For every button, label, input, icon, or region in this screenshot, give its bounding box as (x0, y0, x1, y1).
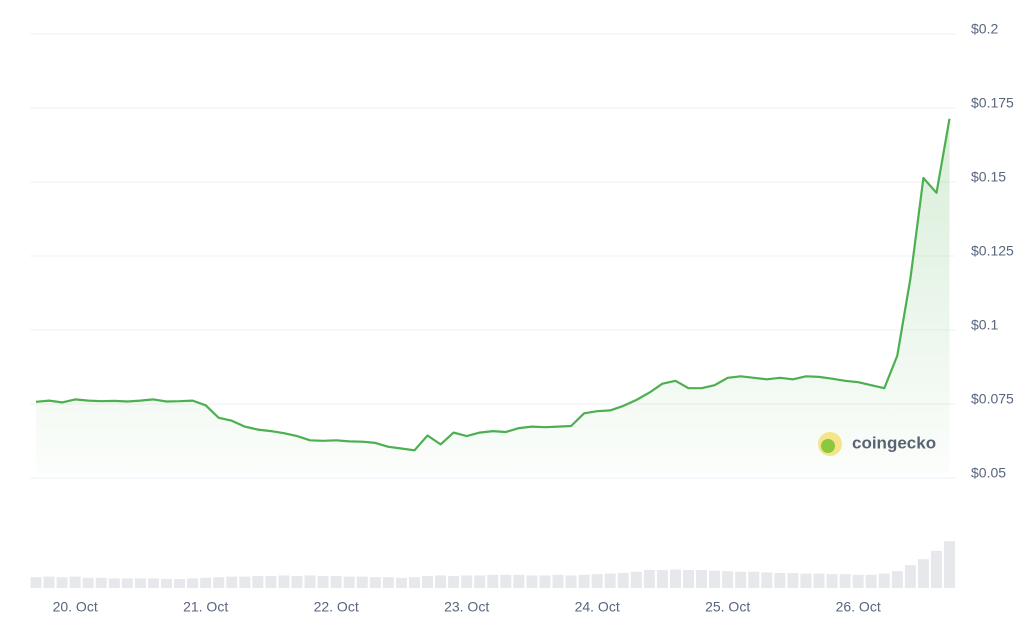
volume-bar (474, 575, 486, 588)
volume-bar (487, 574, 499, 588)
volume-bar (226, 576, 238, 588)
volume-bar (917, 559, 929, 588)
volume-bar (539, 575, 551, 588)
volume-bar (304, 575, 316, 588)
volume-bar (108, 578, 120, 588)
volume-bar (800, 573, 812, 588)
volume-bar (500, 574, 512, 588)
volume-bar (513, 574, 525, 588)
volume-bar (643, 570, 655, 588)
volume-bar (552, 574, 564, 588)
volume-bar (291, 576, 303, 588)
volume-bar (369, 577, 381, 588)
price-line (35, 118, 951, 452)
volume-bar (735, 571, 747, 588)
volume-bar (422, 576, 433, 588)
volume-bar (591, 574, 603, 588)
x-tick-label: 23. Oct (444, 599, 489, 615)
volume-bar (774, 573, 786, 588)
volume-bar (604, 573, 616, 588)
volume-bar (656, 570, 668, 588)
x-tick-label: 24. Oct (575, 599, 620, 615)
volume-bar (435, 575, 447, 588)
volume-bar (252, 576, 264, 588)
volume-bar (200, 577, 212, 588)
x-tick-label: 22. Oct (314, 599, 359, 615)
volume-bar (630, 571, 642, 588)
watermark: coingecko (852, 433, 936, 452)
volume-bar (187, 578, 199, 588)
y-tick-label: $0.15 (971, 169, 1006, 185)
volume-bar (408, 577, 420, 588)
volume-bar (669, 569, 681, 588)
volume-bar (904, 565, 916, 588)
logo-icon-inner (821, 439, 835, 453)
volume-bar (878, 573, 890, 588)
volume-bar (174, 579, 186, 588)
volume-bar (395, 577, 407, 588)
volume-bar (356, 576, 368, 588)
volume-bar (213, 577, 225, 588)
volume-bar (147, 578, 159, 588)
volume-bar (30, 577, 42, 588)
volume-bar (343, 576, 355, 588)
volume-bar (278, 575, 290, 588)
volume-bar (787, 573, 799, 588)
volume-bar (265, 576, 277, 588)
volume-bar (944, 541, 955, 588)
volume-bar (82, 577, 94, 588)
volume-bar (722, 571, 734, 588)
volume-bar (121, 578, 133, 588)
volume-bar (56, 577, 68, 588)
price-area (36, 118, 950, 475)
volume-bar (448, 576, 460, 588)
y-tick-label: $0.1 (971, 317, 998, 333)
y-tick-label: $0.05 (971, 465, 1006, 481)
volume-bar (852, 574, 864, 588)
volume-bar (565, 575, 577, 588)
volume-bar (161, 579, 172, 588)
volume-bar (709, 570, 721, 588)
volume-bar (526, 575, 538, 588)
volume-bar (578, 574, 590, 588)
x-tick-label: 20. Oct (53, 599, 98, 615)
volume-bar (683, 570, 694, 588)
x-tick-label: 21. Oct (183, 599, 228, 615)
volume-bar (839, 574, 851, 588)
volume-bar (43, 576, 55, 588)
y-tick-label: $0.075 (971, 391, 1014, 407)
volume-bar (239, 576, 251, 588)
x-tick-label: 25. Oct (705, 599, 750, 615)
volume-bar (748, 571, 760, 588)
volume-bar (317, 576, 329, 588)
volume-bar (696, 570, 708, 588)
volume-bar (330, 576, 342, 588)
y-tick-label: $0.2 (971, 21, 998, 37)
volume-bar (930, 550, 942, 588)
volume-bar (69, 576, 81, 588)
y-tick-label: $0.125 (971, 243, 1014, 259)
volume-bar (865, 574, 877, 588)
volume-bar (826, 574, 838, 588)
volume-bar (95, 577, 107, 588)
x-tick-label: 26. Oct (836, 599, 881, 615)
volume-bar (134, 578, 146, 588)
y-tick-label: $0.175 (971, 95, 1014, 111)
volume-bar (891, 571, 903, 588)
volume-bar (461, 575, 473, 588)
volume-bar (761, 572, 773, 588)
volume-bar (382, 577, 394, 588)
volume-bar (813, 573, 825, 588)
volume-bar (617, 573, 629, 588)
